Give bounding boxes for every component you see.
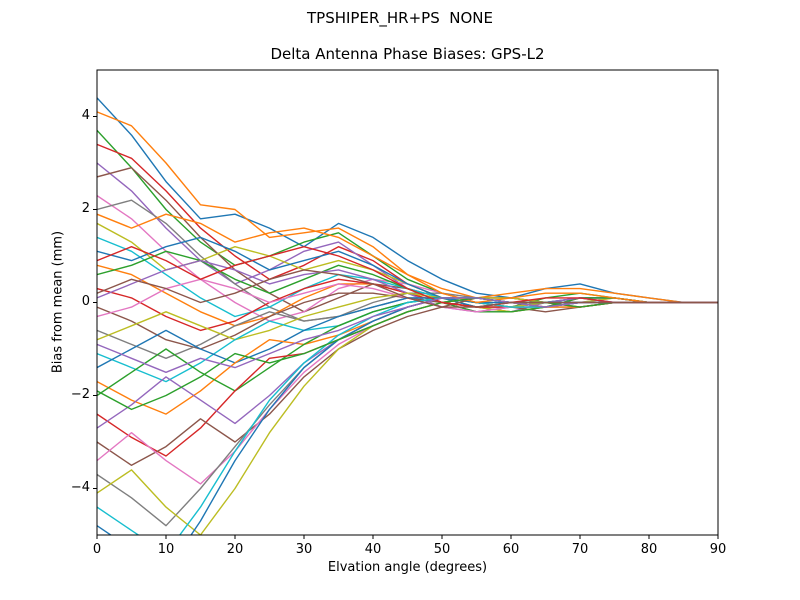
series-line-29 [97, 297, 718, 535]
series-line-21 [97, 297, 718, 415]
x-axis-label: Elvation angle (degrees) [327, 560, 488, 575]
series-line-3 [97, 143, 718, 313]
series-line-20 [97, 297, 718, 369]
series-line-25 [97, 297, 718, 466]
series-line-14 [97, 259, 718, 313]
series-line-13 [97, 278, 718, 332]
x-tick-label: 50 [433, 542, 451, 557]
series-line-10 [97, 236, 718, 308]
series-line-31 [97, 213, 718, 304]
x-tick-label: 30 [295, 542, 313, 557]
figure-suptitle: TPSHIPER_HR+PS NONE [307, 9, 493, 27]
series-line-9 [97, 236, 718, 318]
y-tick-label: −4 [70, 479, 90, 495]
axes-title: Delta Antenna Phase Biases: GPS-L2 [270, 45, 545, 63]
series-line-35 [97, 269, 718, 308]
x-tick-label: 80 [640, 542, 658, 557]
series-line-4 [97, 162, 718, 313]
x-tick-label: 60 [502, 542, 520, 557]
series-line-19 [97, 297, 718, 383]
x-tick-label: 10 [157, 542, 175, 557]
y-tick-label: −2 [70, 386, 90, 402]
series-line-27 [97, 297, 718, 527]
x-tick-label: 0 [92, 542, 102, 557]
series-line-34 [97, 297, 718, 373]
y-tick-label: 4 [81, 107, 90, 123]
x-tick-label: 90 [709, 542, 727, 557]
x-tick-label: 40 [364, 542, 382, 557]
y-tick-label: 2 [81, 200, 90, 216]
series-line-30 [97, 297, 718, 535]
series-line-0 [97, 97, 718, 304]
y-tick-label: 0 [81, 293, 90, 309]
series-group [97, 97, 718, 535]
x-tick-label: 20 [226, 542, 244, 557]
x-tick-label: 70 [571, 542, 589, 557]
series-line-2 [97, 129, 718, 308]
